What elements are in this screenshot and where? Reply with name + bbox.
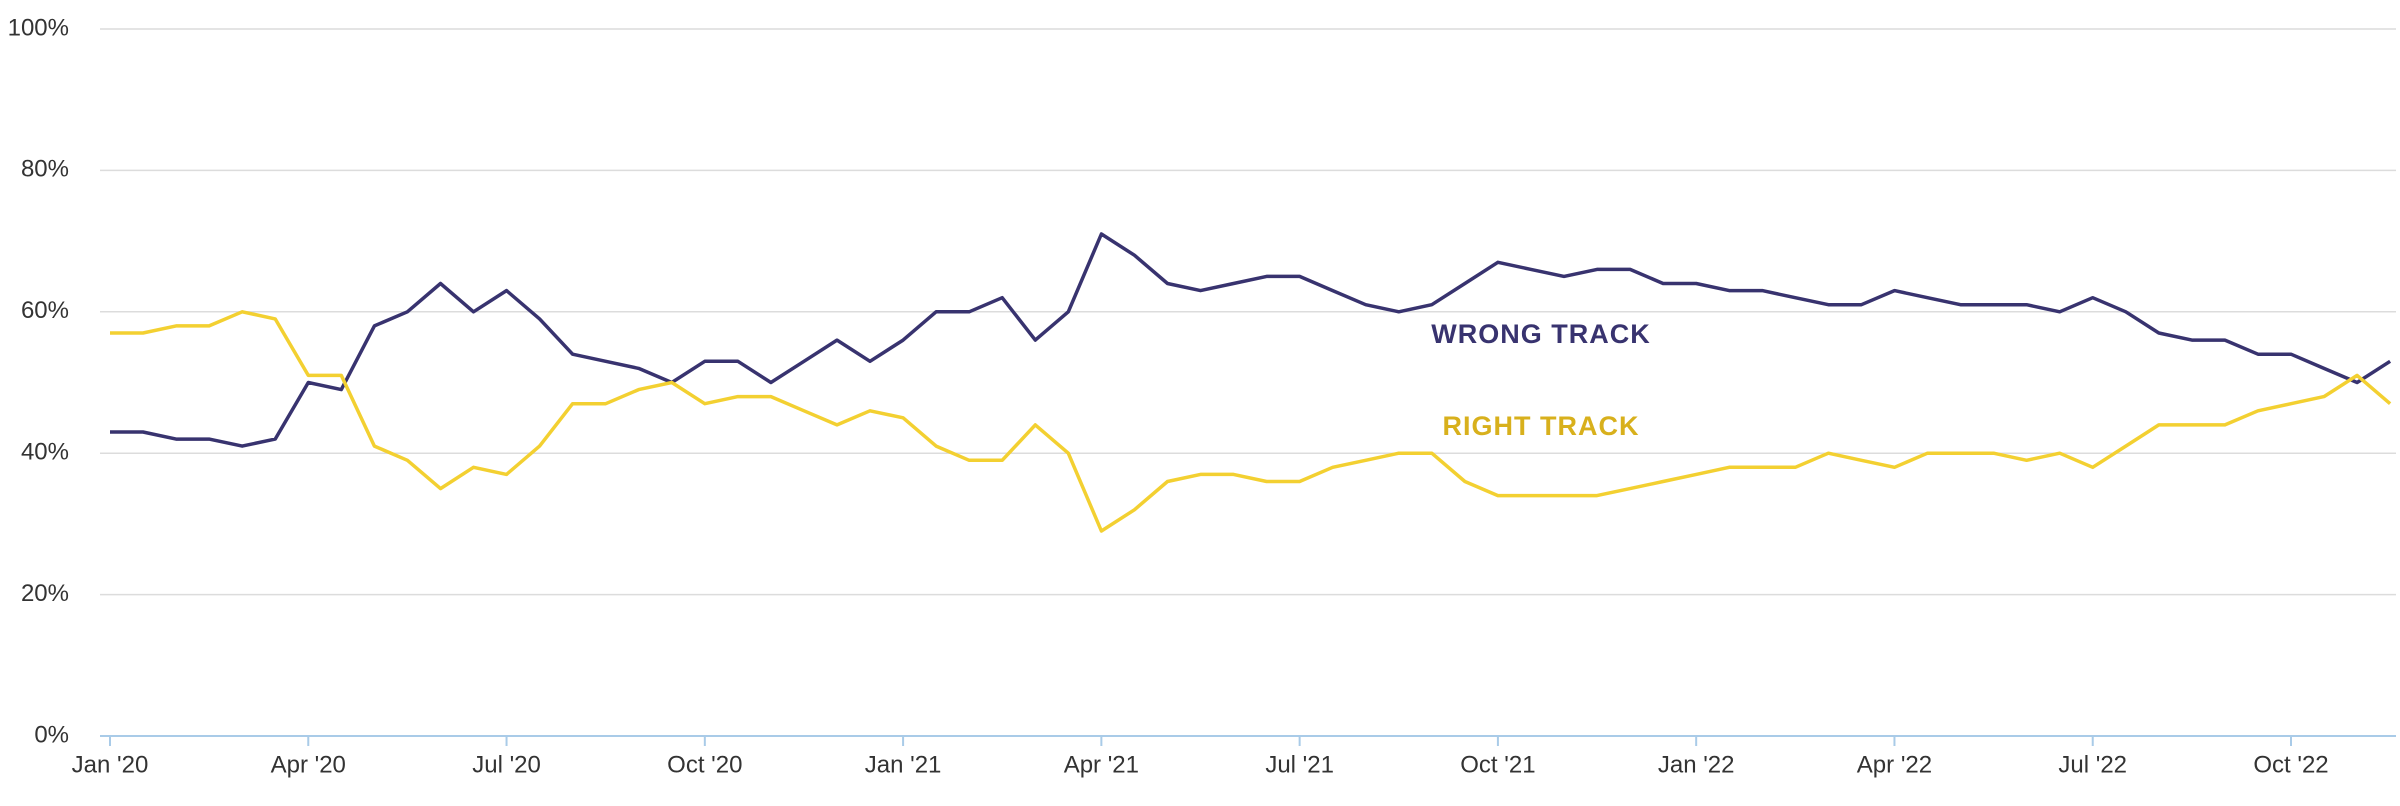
y-tick-label: 60% xyxy=(21,297,69,324)
x-tick-label: Oct '21 xyxy=(1460,751,1535,778)
series-line xyxy=(110,310,2392,533)
x-tick-label: Oct '22 xyxy=(2253,751,2328,778)
y-tick-label: 0% xyxy=(34,721,69,748)
annotation: RIGHT TRACK xyxy=(1443,411,1640,441)
x-tick-label: Jul '22 xyxy=(2058,751,2127,778)
annotation: WRONG TRACK xyxy=(1431,319,1650,349)
y-tick-label: 80% xyxy=(21,156,69,183)
x-tick-label: Jan '22 xyxy=(1658,751,1735,778)
series-line xyxy=(110,232,2392,448)
y-tick-label: 20% xyxy=(21,580,69,607)
x-tick-label: Jul '21 xyxy=(1265,751,1334,778)
x-tick-label: Oct '20 xyxy=(667,751,742,778)
y-tick-label: 40% xyxy=(21,439,69,466)
x-tick-label: Apr '20 xyxy=(271,751,346,778)
x-tick-label: Jan '21 xyxy=(865,751,942,778)
x-tick-label: Jul '20 xyxy=(472,751,541,778)
y-tick-label: 100% xyxy=(8,14,69,41)
x-tick-label: Apr '21 xyxy=(1064,751,1139,778)
x-tick-label: Jan '20 xyxy=(72,751,149,778)
x-tick-label: Apr '22 xyxy=(1857,751,1932,778)
